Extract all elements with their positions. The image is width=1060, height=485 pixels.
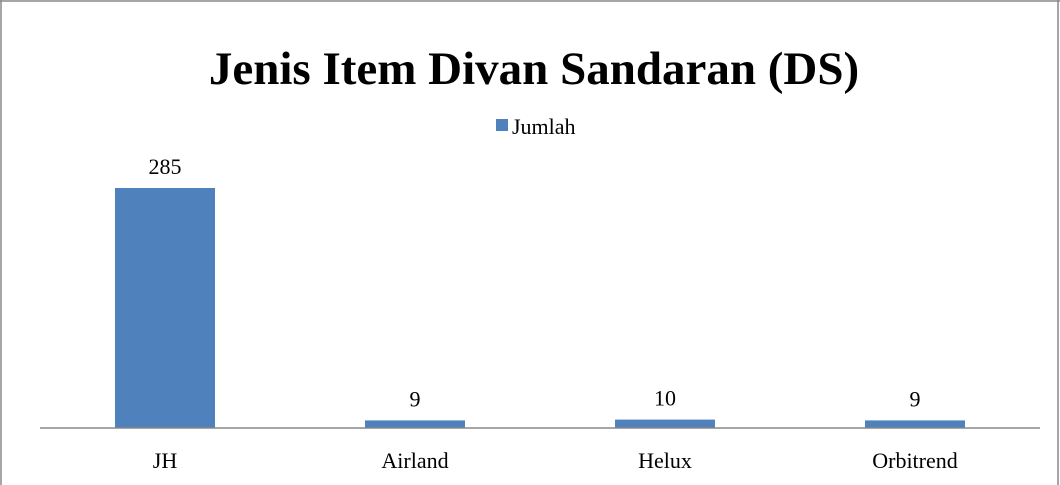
plot-area: 285 JH 9 Airland 10 Helux 9 Orbitrend — [115, 154, 965, 473]
legend-swatch-jumlah — [496, 119, 508, 131]
x-tick-label-helux: Helux — [638, 448, 692, 473]
bar-helux — [615, 419, 715, 428]
data-label-orbitrend: 9 — [910, 386, 921, 411]
bar-jh — [115, 188, 215, 428]
data-label-helux: 10 — [654, 386, 676, 411]
x-tick-label-airland: Airland — [381, 448, 448, 473]
legend-label-jumlah: Jumlah — [512, 114, 576, 139]
x-tick-label-jh: JH — [153, 448, 178, 473]
data-label-airland: 9 — [410, 386, 421, 411]
chart-title: Jenis Item Divan Sandaran (DS) — [209, 43, 859, 95]
bar-airland — [365, 420, 465, 428]
data-label-jh: 285 — [149, 154, 182, 179]
x-tick-label-orbitrend: Orbitrend — [872, 448, 958, 473]
bar-orbitrend — [865, 420, 965, 428]
legend: Jumlah — [496, 114, 576, 139]
